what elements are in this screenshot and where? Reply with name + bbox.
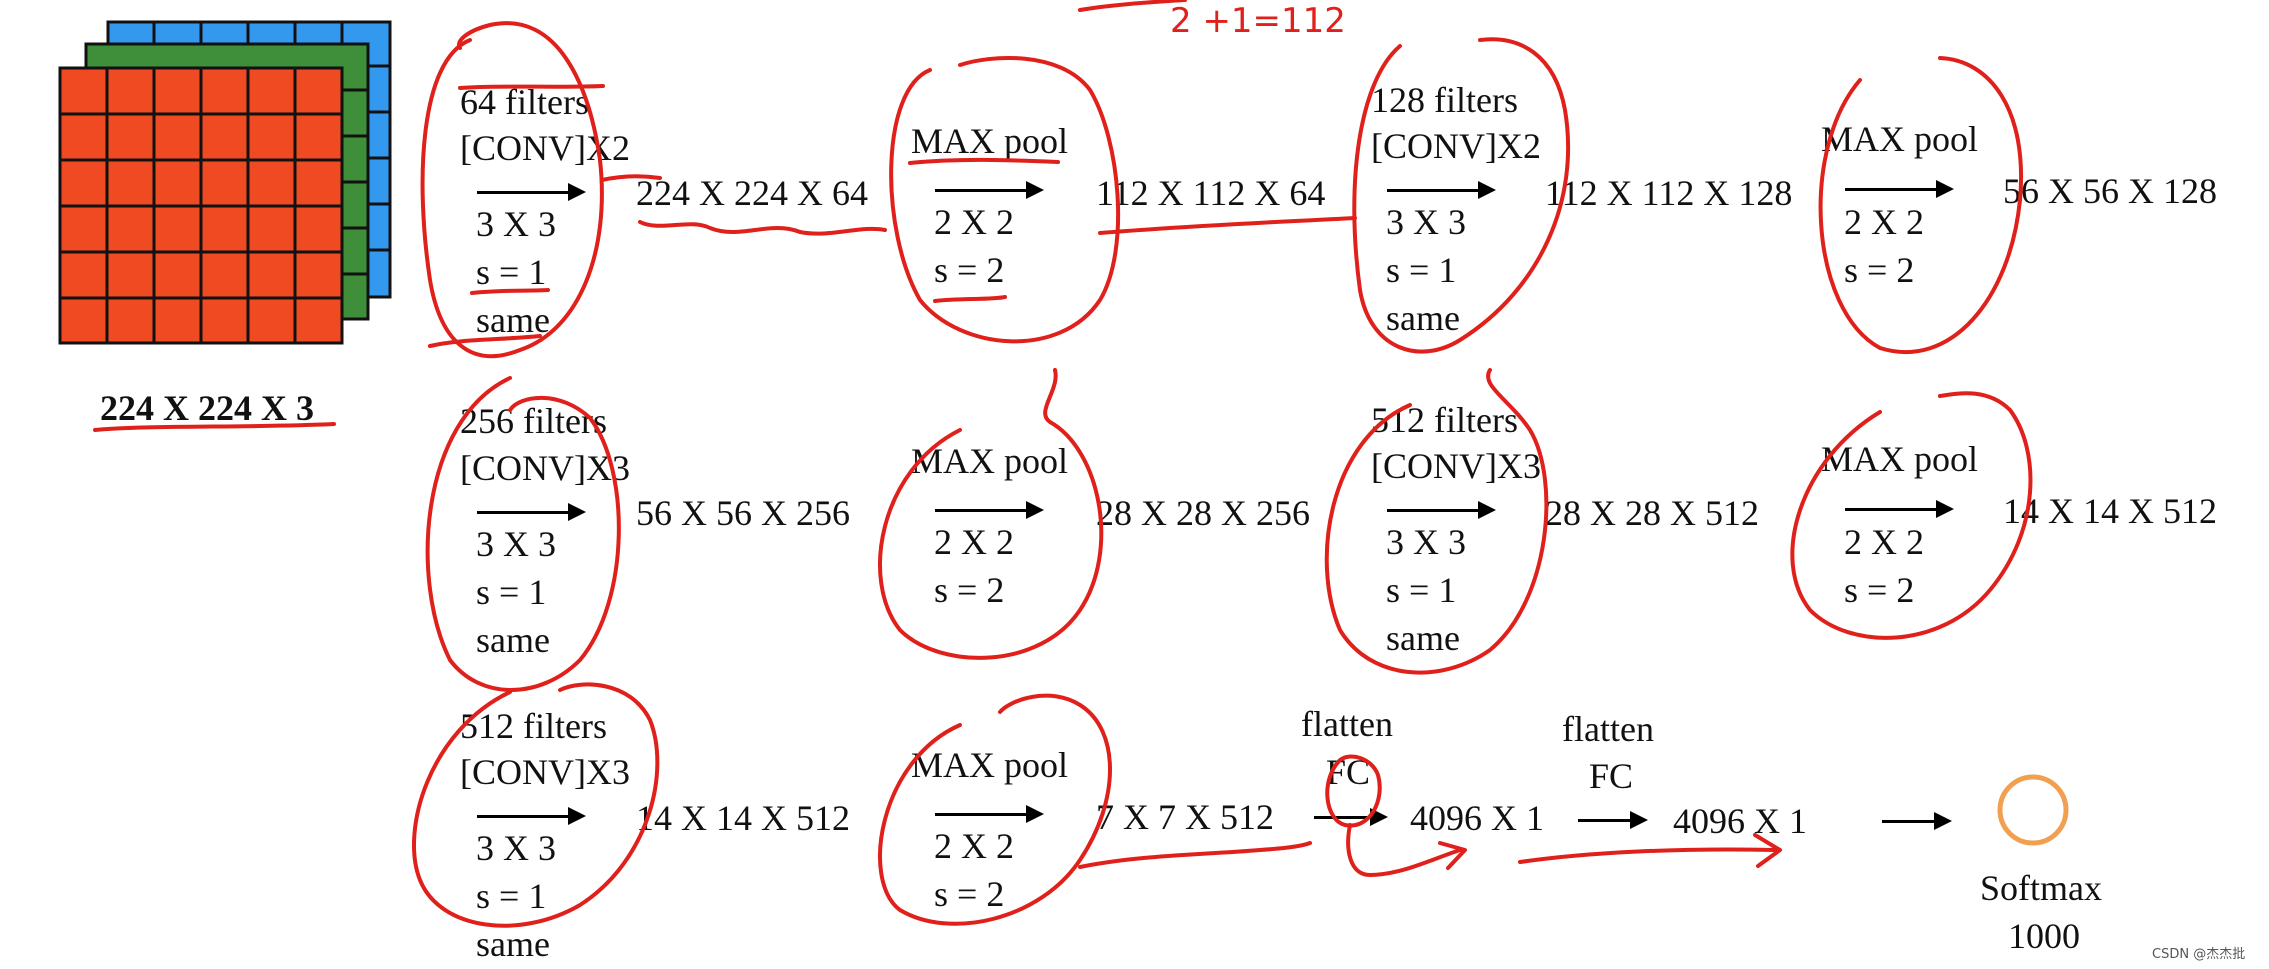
- conv5-op: [CONV]X3: [460, 752, 630, 792]
- fc2-flatten: flatten: [1562, 709, 1654, 749]
- pool1-arrow: [935, 181, 1044, 199]
- conv4-kernel: 3 X 3: [1386, 522, 1466, 562]
- pool2-stride: s = 2: [1844, 250, 1915, 290]
- pool5-kernel: 2 X 2: [934, 826, 1014, 866]
- conv2-filters: 128 filters: [1371, 80, 1518, 120]
- conv5-stride: s = 1: [476, 876, 547, 916]
- pool5-label: MAX pool: [911, 745, 1069, 785]
- pool4-arrow: [1845, 500, 1954, 518]
- pool5-output: 7 X 7 X 512: [1096, 797, 1274, 837]
- pool5-stride: s = 2: [934, 874, 1005, 914]
- pool4-stride: s = 2: [1844, 570, 1915, 610]
- conv5-kernel: 3 X 3: [476, 828, 556, 868]
- conv2-output: 112 X 112 X 128: [1545, 173, 1793, 213]
- fc1-flatten: flatten: [1301, 704, 1393, 744]
- pool1-output: 112 X 112 X 64: [1096, 173, 1326, 213]
- pool2-arrow: [1845, 180, 1954, 198]
- conv3-kernel: 3 X 3: [476, 524, 556, 564]
- conv5-output: 14 X 14 X 512: [636, 798, 850, 838]
- conv1-output: 224 X 224 X 64: [636, 173, 868, 213]
- fc1-output: 4096 X 1: [1410, 798, 1544, 838]
- watermark: CSDN @杰杰批: [2152, 947, 2246, 962]
- pool2-output: 56 X 56 X 128: [2003, 171, 2217, 211]
- conv4-arrow: [1387, 501, 1496, 519]
- softmax-node-icon: [1997, 774, 2069, 846]
- conv3-op: [CONV]X3: [460, 448, 630, 488]
- conv4-filters: 512 filters: [1371, 400, 1518, 440]
- rgb-grid-icon: [58, 20, 392, 345]
- conv2-kernel: 3 X 3: [1386, 202, 1466, 242]
- input-size-label: 224 X 224 X 3: [100, 388, 314, 428]
- conv4-stride: s = 1: [1386, 570, 1457, 610]
- pool3-arrow: [935, 501, 1044, 519]
- conv1-padding: same: [476, 300, 550, 340]
- conv5-padding: same: [476, 924, 550, 964]
- softmax-units: 1000: [2008, 916, 2080, 956]
- conv1-stride: s = 1: [476, 252, 547, 292]
- pool1-label: MAX pool: [911, 121, 1069, 161]
- softmax-label: Softmax: [1980, 868, 2102, 908]
- conv5-arrow: [477, 807, 586, 825]
- pool4-kernel: 2 X 2: [1844, 522, 1924, 562]
- pool4-output: 14 X 14 X 512: [2003, 491, 2217, 531]
- fc2-arrow: [1578, 811, 1648, 829]
- conv1-kernel: 3 X 3: [476, 204, 556, 244]
- pool3-label: MAX pool: [911, 441, 1069, 481]
- conv3-padding: same: [476, 620, 550, 660]
- conv3-filters: 256 filters: [460, 401, 607, 441]
- conv3-arrow: [477, 503, 586, 521]
- conv2-padding: same: [1386, 298, 1460, 338]
- top-note: 2 +1=112: [1170, 1, 1346, 41]
- conv3-output: 56 X 56 X 256: [636, 493, 850, 533]
- fc2-output: 4096 X 1: [1673, 801, 1807, 841]
- conv4-output: 28 X 28 X 512: [1545, 493, 1759, 533]
- conv2-stride: s = 1: [1386, 250, 1457, 290]
- conv2-op: [CONV]X2: [1371, 126, 1541, 166]
- pool3-kernel: 2 X 2: [934, 522, 1014, 562]
- conv2-arrow: [1387, 181, 1496, 199]
- pool3-stride: s = 2: [934, 570, 1005, 610]
- pool5-arrow: [935, 805, 1044, 823]
- conv5-filters: 512 filters: [460, 706, 607, 746]
- pool2-label: MAX pool: [1821, 119, 1979, 159]
- pool1-kernel: 2 X 2: [934, 202, 1014, 242]
- conv1-arrow: [477, 183, 586, 201]
- fc2-label: FC: [1589, 756, 1634, 796]
- conv3-stride: s = 1: [476, 572, 547, 612]
- softmax-arrow: [1882, 812, 1952, 830]
- pool1-stride: s = 2: [934, 250, 1005, 290]
- conv4-op: [CONV]X3: [1371, 446, 1541, 486]
- pool4-label: MAX pool: [1821, 439, 1979, 479]
- pool3-output: 28 X 28 X 256: [1096, 493, 1310, 533]
- conv4-padding: same: [1386, 618, 1460, 658]
- pool2-kernel: 2 X 2: [1844, 202, 1924, 242]
